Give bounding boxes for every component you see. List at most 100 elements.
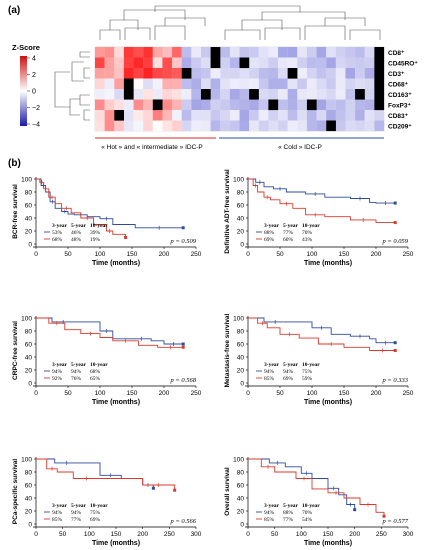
heatmap-cell bbox=[335, 120, 346, 132]
x-tick-label: 150 bbox=[339, 390, 350, 397]
heatmap-cell bbox=[355, 57, 365, 69]
dendrogram-branch bbox=[79, 94, 90, 106]
table-header: 5-year bbox=[71, 223, 87, 229]
heatmap-cell bbox=[287, 99, 298, 111]
curve-end-marker bbox=[393, 201, 397, 205]
heatmap-cell bbox=[364, 78, 375, 90]
heatmap-cell bbox=[239, 110, 250, 121]
survival-rate: 94% bbox=[52, 369, 63, 375]
table-header: 10-year bbox=[90, 223, 108, 229]
heatmap-cell bbox=[239, 99, 250, 111]
y-tick-label: 20 bbox=[25, 229, 33, 236]
survival-curve-1 bbox=[36, 458, 154, 489]
heatmap-cell bbox=[114, 47, 124, 58]
heatmap-cell bbox=[268, 89, 279, 100]
heatmap-cell bbox=[364, 68, 375, 79]
heatmap-cell bbox=[345, 78, 356, 90]
heatmap-cell bbox=[229, 57, 240, 69]
curve-end-marker bbox=[181, 342, 185, 346]
heatmap-cell bbox=[335, 78, 346, 90]
heatmap-cell bbox=[104, 110, 115, 121]
heatmap-cell bbox=[364, 89, 375, 100]
table-header: 10-year bbox=[302, 503, 320, 509]
y-tick-label: 40 bbox=[25, 216, 33, 223]
heatmap-cell bbox=[172, 110, 182, 121]
heatmap-cell bbox=[104, 99, 115, 111]
dendrogram-branch bbox=[349, 29, 381, 40]
y-tick-label: 40 bbox=[25, 355, 33, 362]
x-tick-label: 200 bbox=[371, 390, 382, 397]
survival-rate: 70% bbox=[302, 230, 313, 236]
y-tick-label: 80 bbox=[25, 190, 33, 197]
heatmap-missing-cell bbox=[355, 89, 365, 100]
heatmap-cell bbox=[355, 78, 365, 90]
survival-curve-2 bbox=[36, 458, 176, 491]
survival-curve-1 bbox=[248, 317, 396, 344]
heatmap-cell bbox=[210, 120, 221, 132]
y-tick-label: 60 bbox=[25, 483, 33, 490]
heatmap-cell bbox=[306, 120, 317, 132]
survival-rate: 69% bbox=[90, 517, 101, 523]
x-tick-label: 150 bbox=[127, 390, 138, 397]
heatmap-cell bbox=[364, 57, 375, 69]
x-axis-label: Time (months) bbox=[304, 399, 352, 406]
heatmap-cell bbox=[278, 78, 288, 90]
marker-label: CD68⁺ bbox=[388, 82, 409, 89]
heatmap-cell bbox=[335, 57, 346, 69]
heatmap-cell bbox=[316, 47, 327, 58]
dendrogram-branch bbox=[83, 109, 90, 121]
heatmap-missing-cell bbox=[287, 68, 298, 79]
heatmap-cell bbox=[287, 89, 298, 100]
table-header: 10-year bbox=[90, 362, 108, 368]
y-tick-label: 40 bbox=[237, 496, 245, 503]
heatmap-cell bbox=[123, 120, 134, 132]
heatmap-cell bbox=[297, 78, 308, 90]
heatmap-cell bbox=[306, 78, 317, 90]
heatmap-cell bbox=[162, 120, 173, 132]
heatmap-cell bbox=[374, 110, 385, 121]
heatmap-cell bbox=[374, 120, 385, 132]
x-tick-label: 0 bbox=[246, 531, 250, 538]
heatmap-cell bbox=[316, 99, 327, 111]
dendrogram-branch bbox=[224, 29, 261, 40]
table-header: 5-year bbox=[71, 503, 87, 509]
dendrogram-branch bbox=[261, 11, 346, 20]
heatmap-cell bbox=[335, 68, 346, 79]
survival-curve-1 bbox=[36, 178, 184, 229]
x-tick-label: 200 bbox=[349, 531, 360, 538]
survival-rate: 94% bbox=[283, 369, 294, 375]
heatmap-cell bbox=[364, 120, 375, 132]
heatmap-cell bbox=[249, 120, 259, 132]
survival-rate: 94% bbox=[71, 369, 82, 375]
survival-curve-1 bbox=[36, 317, 184, 345]
table-header: 5-year bbox=[283, 223, 299, 229]
x-tick-label: 100 bbox=[95, 390, 106, 397]
survival-rate: 54% bbox=[302, 517, 313, 523]
heatmap-cell bbox=[152, 47, 163, 58]
y-tick-label: 80 bbox=[237, 470, 245, 477]
table-header: 3-year bbox=[52, 503, 68, 509]
curve-end-marker bbox=[124, 236, 128, 239]
heatmap-cell bbox=[143, 57, 153, 69]
survival-rate: 92% bbox=[52, 376, 63, 382]
heatmap-cell bbox=[258, 120, 269, 132]
heatmap-cell bbox=[200, 110, 211, 121]
heatmap-cell bbox=[123, 47, 134, 58]
x-tick-label: 50 bbox=[64, 251, 72, 258]
zscore-legend-title: Z-Score bbox=[12, 43, 40, 52]
heatmap-cell bbox=[335, 89, 346, 100]
heatmap-missing-cell bbox=[374, 47, 385, 58]
heatmap-cell bbox=[268, 78, 279, 90]
marker-label: CD45RO⁺ bbox=[388, 61, 418, 68]
heatmap-cell bbox=[162, 47, 173, 58]
heatmap-cell bbox=[335, 110, 346, 121]
heatmap-cell bbox=[152, 57, 163, 69]
heatmap-cell bbox=[229, 89, 240, 100]
heatmap-missing-cell bbox=[152, 99, 163, 111]
heatmap-cell bbox=[278, 99, 288, 111]
heatmap-cell bbox=[249, 99, 259, 111]
heatmap-cell bbox=[306, 89, 317, 100]
y-tick-label: 60 bbox=[237, 203, 245, 210]
heatmap-missing-cell bbox=[374, 89, 385, 100]
heatmap-cell bbox=[220, 78, 230, 90]
